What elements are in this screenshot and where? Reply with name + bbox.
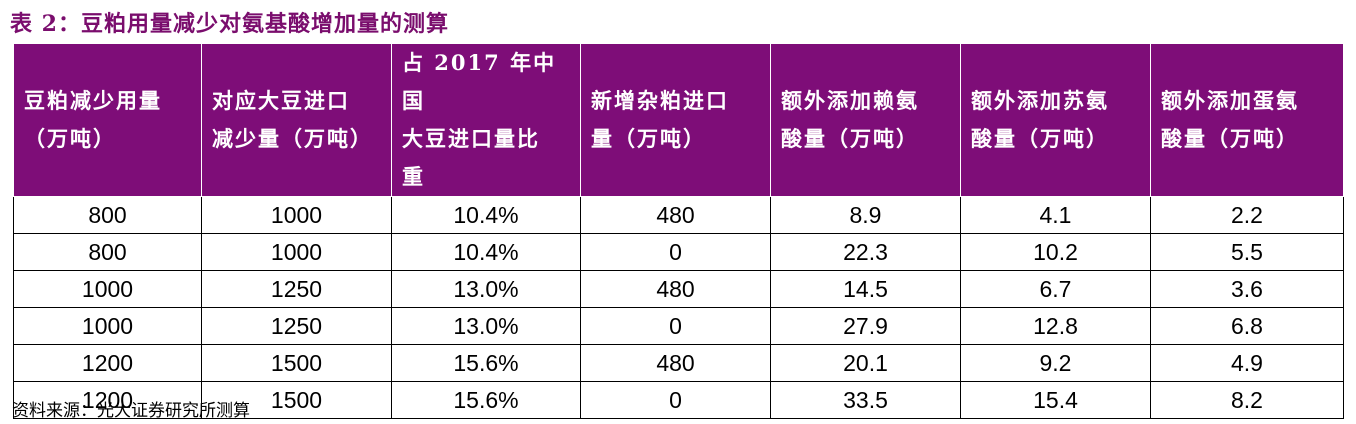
header-line: 额外添加蛋氨 (1161, 88, 1299, 113)
table-cell: 0 (580, 233, 771, 271)
table-cell: 1000 (201, 196, 392, 234)
table-cell: 10.4% (391, 233, 581, 271)
table-cell: 480 (580, 196, 771, 234)
data-table: 豆粕减少用量 （万吨） 对应大豆进口 减少量（万吨） 占 2017 年中国 大豆… (13, 43, 1344, 419)
table-cell: 800 (13, 233, 202, 271)
table-row: 1000 1250 13.0% 480 14.5 6.7 3.6 (13, 270, 1344, 308)
table-row: 800 1000 10.4% 0 22.3 10.2 5.5 (13, 233, 1344, 271)
table-cell: 6.8 (1150, 307, 1344, 345)
table-cell: 1000 (13, 270, 202, 308)
header-share-2017-imports: 占 2017 年中国 大豆进口量比 重 (391, 43, 581, 197)
header-line: 酸量（万吨） (1161, 126, 1299, 151)
header-line: 量（万吨） (591, 126, 706, 151)
table-cell: 8.2 (1150, 381, 1344, 419)
header-methionine: 额外添加蛋氨 酸量（万吨） (1150, 43, 1344, 197)
table-title: 表 2：豆粕用量减少对氨基酸增加量的测算 (10, 11, 449, 37)
table-cell: 15.6% (391, 344, 581, 382)
table-cell: 15.4 (960, 381, 1151, 419)
header-line: （万吨） (24, 126, 116, 151)
table-cell: 2.2 (1150, 196, 1344, 234)
table-cell: 27.9 (770, 307, 961, 345)
table-cell: 33.5 (770, 381, 961, 419)
header-line: 豆粕减少用量 (24, 88, 162, 113)
table-row: 1000 1250 13.0% 0 27.9 12.8 6.8 (13, 307, 1344, 345)
source-note: 资料来源：光大证券研究所测算 (12, 401, 250, 421)
header-soybean-import-reduction: 对应大豆进口 减少量（万吨） (201, 43, 392, 197)
table-cell: 1250 (201, 270, 392, 308)
table-cell: 14.5 (770, 270, 961, 308)
header-row: 豆粕减少用量 （万吨） 对应大豆进口 减少量（万吨） 占 2017 年中国 大豆… (13, 43, 1344, 197)
header-line: 额外添加苏氨 (971, 88, 1109, 113)
table-cell: 13.0% (391, 270, 581, 308)
table-cell: 0 (580, 307, 771, 345)
table-row: 800 1000 10.4% 480 8.9 4.1 2.2 (13, 196, 1344, 234)
table-cell: 15.6% (391, 381, 581, 419)
table-cell: 1000 (201, 233, 392, 271)
header-line: 对应大豆进口 (212, 88, 350, 113)
header-line: 酸量（万吨） (971, 126, 1109, 151)
table-cell: 1000 (13, 307, 202, 345)
header-line: 新增杂粕进口 (591, 88, 729, 113)
table-cell: 4.9 (1150, 344, 1344, 382)
header-line: 额外添加赖氨 (781, 88, 919, 113)
header-line: 减少量（万吨） (212, 126, 373, 151)
header-soymeal-reduction: 豆粕减少用量 （万吨） (13, 43, 202, 197)
table-row: 1200 1500 15.6% 480 20.1 9.2 4.9 (13, 344, 1344, 382)
table-cell: 10.2 (960, 233, 1151, 271)
header-line: 大豆进口量比 (402, 126, 540, 151)
table-cell: 1500 (201, 381, 392, 419)
table-cell: 3.6 (1150, 270, 1344, 308)
table-cell: 1200 (13, 381, 202, 419)
header-lysine: 额外添加赖氨 酸量（万吨） (770, 43, 961, 197)
table-cell: 12.8 (960, 307, 1151, 345)
table-row: 1200 1500 15.6% 0 33.5 15.4 8.2 (13, 381, 1344, 419)
table-cell: 20.1 (770, 344, 961, 382)
table-cell: 6.7 (960, 270, 1151, 308)
table-cell: 10.4% (391, 196, 581, 234)
table-cell: 8.9 (770, 196, 961, 234)
header-line: 占 2017 年中国 (402, 50, 557, 113)
table-cell: 13.0% (391, 307, 581, 345)
table-cell: 22.3 (770, 233, 961, 271)
table-cell: 480 (580, 344, 771, 382)
header-threonine: 额外添加苏氨 酸量（万吨） (960, 43, 1151, 197)
header-line: 重 (402, 164, 425, 189)
header-line: 酸量（万吨） (781, 126, 919, 151)
table-cell: 1500 (201, 344, 392, 382)
table-cell: 1200 (13, 344, 202, 382)
table-cell: 800 (13, 196, 202, 234)
table-cell: 9.2 (960, 344, 1151, 382)
table-cell: 5.5 (1150, 233, 1344, 271)
header-new-meal-imports: 新增杂粕进口 量（万吨） (580, 43, 771, 197)
table-cell: 4.1 (960, 196, 1151, 234)
table-cell: 480 (580, 270, 771, 308)
table-cell: 1250 (201, 307, 392, 345)
table-cell: 0 (580, 381, 771, 419)
